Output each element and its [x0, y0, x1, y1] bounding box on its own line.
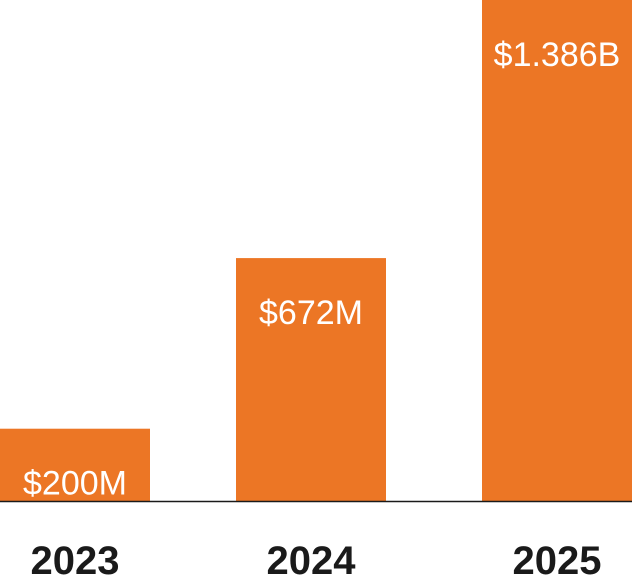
value-label-2023: $200M [23, 465, 127, 503]
category-label-2024: 2024 [267, 539, 357, 583]
category-labels-group: 2023 2024 2025 [31, 539, 602, 583]
bar-2023 [0, 428, 150, 501]
value-labels-group: $200M $672M $1.386B [23, 36, 620, 503]
value-label-2024: $672M [259, 294, 363, 332]
category-label-2025: 2025 [513, 539, 602, 583]
value-label-2025: $1.386B [494, 36, 621, 74]
bar-2024 [236, 258, 386, 501]
category-label-2023: 2023 [31, 539, 120, 583]
bars-group [0, 0, 632, 501]
bar-2025 [482, 0, 632, 501]
